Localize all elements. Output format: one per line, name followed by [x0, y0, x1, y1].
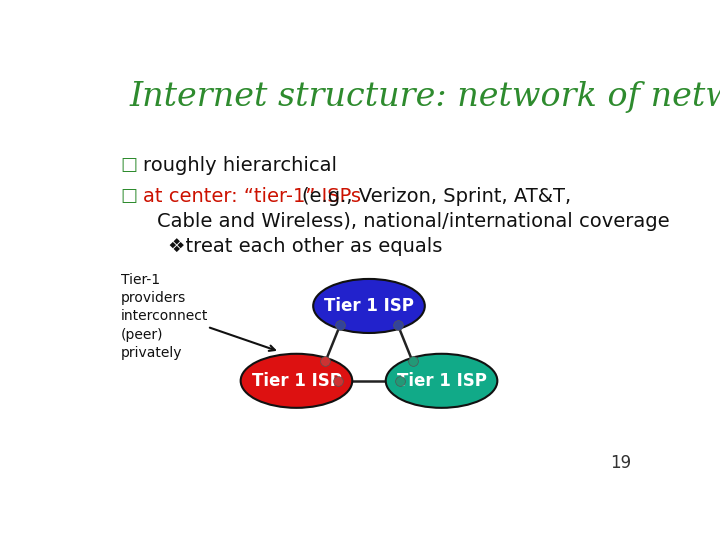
Text: Internet structure: network of networks: Internet structure: network of networks: [129, 82, 720, 113]
Text: (e.g., Verizon, Sprint, AT&T,: (e.g., Verizon, Sprint, AT&T,: [302, 187, 571, 206]
Ellipse shape: [386, 354, 498, 408]
Text: at center: “tier-1” ISPs: at center: “tier-1” ISPs: [143, 187, 367, 206]
Text: Tier 1 ISP: Tier 1 ISP: [397, 372, 487, 390]
Text: 19: 19: [610, 454, 631, 472]
Text: Tier 1 ISP: Tier 1 ISP: [251, 372, 341, 390]
Text: roughly hierarchical: roughly hierarchical: [143, 156, 337, 176]
Text: Tier-1
providers
interconnect
(peer)
privately: Tier-1 providers interconnect (peer) pri…: [121, 273, 208, 360]
Text: Cable and Wireless), national/international coverage: Cable and Wireless), national/internatio…: [157, 212, 670, 232]
Text: ❖treat each other as equals: ❖treat each other as equals: [168, 238, 443, 256]
Ellipse shape: [240, 354, 352, 408]
Text: □: □: [121, 187, 138, 205]
Text: □: □: [121, 156, 138, 174]
Ellipse shape: [313, 279, 425, 333]
Text: Tier 1 ISP: Tier 1 ISP: [324, 297, 414, 315]
